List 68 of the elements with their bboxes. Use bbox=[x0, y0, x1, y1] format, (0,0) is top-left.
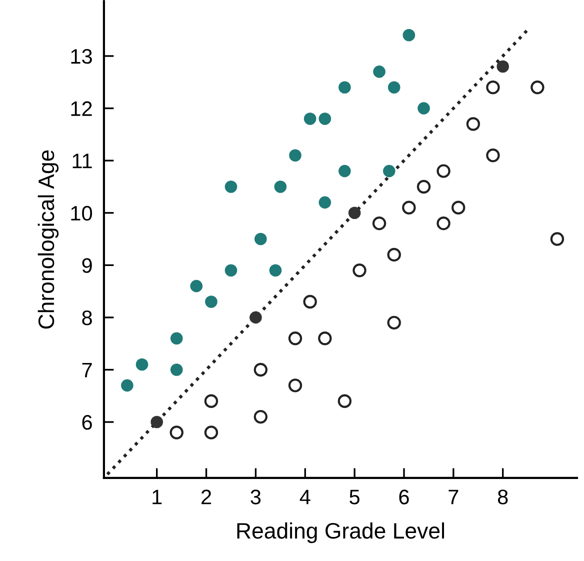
y-tick-label: 12 bbox=[71, 101, 92, 116]
point bbox=[190, 280, 203, 292]
point bbox=[530, 80, 544, 94]
point bbox=[303, 294, 317, 309]
point bbox=[466, 117, 480, 131]
point bbox=[136, 358, 148, 371]
point bbox=[383, 164, 396, 178]
point bbox=[338, 394, 352, 408]
point bbox=[289, 149, 302, 162]
x-tick-label: 5 bbox=[350, 490, 360, 504]
point bbox=[318, 196, 332, 209]
y-tick-label: 10 bbox=[71, 206, 92, 221]
point bbox=[318, 332, 332, 346]
y-tick-label: 11 bbox=[72, 154, 92, 168]
x-tick-label: 1 bbox=[152, 490, 162, 504]
point bbox=[204, 394, 218, 408]
point bbox=[224, 264, 238, 277]
point bbox=[150, 416, 163, 428]
y-tick-label: 7 bbox=[82, 362, 92, 378]
point bbox=[338, 81, 351, 94]
point bbox=[170, 332, 183, 345]
point bbox=[170, 426, 184, 440]
point bbox=[436, 216, 450, 230]
y-tick-label: 13 bbox=[71, 49, 92, 64]
point bbox=[550, 232, 564, 246]
point bbox=[388, 81, 400, 94]
point bbox=[204, 426, 218, 440]
point bbox=[304, 112, 316, 125]
point bbox=[338, 164, 351, 178]
point bbox=[288, 378, 302, 392]
x-tick-label: 2 bbox=[202, 490, 212, 504]
point bbox=[318, 112, 332, 125]
point bbox=[496, 60, 510, 73]
y-tick-label: 9 bbox=[82, 258, 92, 273]
point bbox=[486, 148, 500, 162]
point bbox=[224, 180, 238, 193]
x-tick-label: 7 bbox=[448, 490, 458, 504]
point bbox=[452, 200, 466, 215]
x-tick-label: 8 bbox=[498, 490, 508, 504]
point bbox=[418, 102, 430, 114]
x-tick-label: 6 bbox=[399, 490, 409, 504]
point bbox=[205, 296, 218, 308]
point bbox=[387, 248, 401, 262]
point bbox=[121, 379, 134, 392]
point bbox=[486, 80, 500, 94]
point bbox=[274, 180, 287, 193]
point bbox=[372, 216, 386, 230]
point bbox=[269, 264, 282, 277]
point bbox=[402, 28, 416, 42]
point bbox=[254, 410, 268, 424]
point bbox=[254, 232, 267, 246]
y-tick-label: 8 bbox=[82, 310, 92, 326]
point bbox=[352, 264, 366, 278]
point bbox=[387, 316, 401, 330]
point bbox=[250, 311, 262, 324]
x-tick-label: 4 bbox=[300, 490, 310, 504]
point bbox=[416, 180, 431, 194]
point bbox=[348, 206, 361, 220]
point bbox=[170, 364, 183, 376]
point bbox=[288, 332, 302, 346]
point bbox=[436, 164, 450, 178]
point bbox=[402, 200, 416, 215]
y-axis-title: Chronological Age bbox=[38, 150, 59, 329]
point bbox=[373, 66, 386, 78]
x-axis-title: Reading Grade Level bbox=[237, 522, 444, 544]
y-tick-label: 6 bbox=[82, 415, 92, 430]
point bbox=[254, 362, 268, 377]
x-tick-label: 3 bbox=[250, 490, 261, 504]
